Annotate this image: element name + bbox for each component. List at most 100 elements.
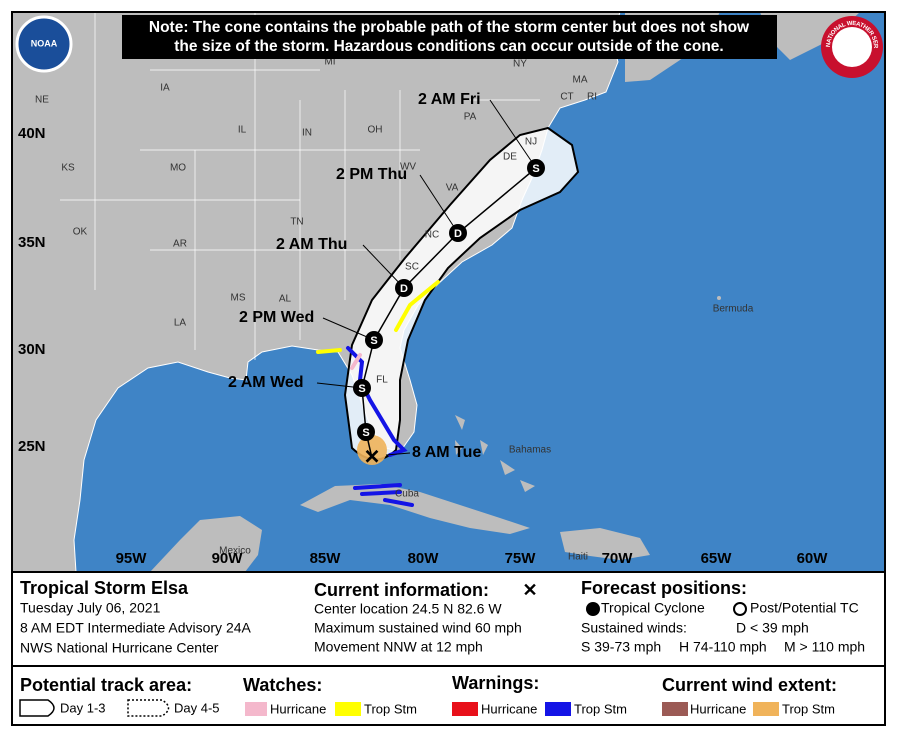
place-label: IA — [160, 83, 170, 94]
warning-hurricane: Hurricane — [481, 701, 537, 716]
wind-extent-storm — [357, 435, 387, 465]
hurricane-warning-swatch — [452, 702, 478, 716]
place-label: IL — [238, 125, 247, 136]
forecast-leader — [489, 99, 537, 169]
forecast-point — [449, 224, 467, 242]
forecast-point — [395, 279, 413, 297]
storm-office: NWS National Hurricane Center — [20, 640, 219, 656]
place-label: NY — [513, 59, 527, 70]
forecast-point — [527, 159, 545, 177]
current-line: Maximum sustained wind 60 mph — [314, 620, 522, 636]
bermuda-island — [717, 296, 721, 300]
place-label: DE — [503, 152, 517, 163]
forecast-point — [365, 331, 383, 349]
nws-logo-inner — [832, 27, 872, 67]
place-label: Mexico — [219, 546, 251, 557]
bahamas — [455, 415, 535, 492]
forecast-h: H 74-110 mph — [679, 639, 767, 655]
place-label: Haiti — [568, 552, 588, 563]
info-box — [11, 571, 886, 667]
place-label: LA — [174, 318, 187, 329]
place-label: CT — [560, 92, 573, 103]
storm-watch — [394, 280, 440, 332]
place-label: MI — [324, 57, 335, 68]
forecast-leader — [322, 317, 375, 341]
place-label: IN — [302, 128, 312, 139]
latitude-label: 30N — [18, 341, 46, 358]
forecast-symbol: S — [362, 427, 369, 439]
forecast-symbol: S — [532, 163, 539, 175]
forecast-point — [353, 379, 371, 397]
track-day13: Day 1-3 — [60, 700, 106, 715]
current-position: ✕ — [364, 446, 381, 468]
storm-watch-swatch — [335, 702, 361, 716]
day45-symbol — [127, 699, 170, 717]
forecast-time-label: 2 PM Thu — [336, 166, 407, 183]
place-label: Bahamas — [509, 445, 551, 456]
track-day45: Day 4-5 — [174, 700, 220, 715]
place-label: NE — [35, 95, 49, 106]
place-label: SC — [405, 262, 419, 273]
forecast-leader — [419, 174, 459, 234]
place-label: WV — [400, 162, 416, 173]
wind-storm: Trop Stm — [782, 701, 835, 716]
forecast-time-label: 2 AM Thu — [276, 236, 347, 253]
place-label: VA — [446, 183, 459, 194]
place-label: MS — [231, 293, 246, 304]
place-label: AR — [173, 239, 187, 250]
forecast-time-label: 2 AM Wed — [228, 374, 304, 391]
forecast-s: S 39-73 mph — [581, 639, 661, 655]
hurricane-watch-swatch — [245, 702, 267, 716]
forecast-point — [357, 423, 375, 441]
place-label: MA — [573, 75, 588, 86]
storm-wind-swatch — [753, 702, 779, 716]
warnings-heading: Warnings: — [452, 673, 539, 693]
forecast-heading: Forecast positions: — [581, 578, 747, 598]
storm-date: Tuesday July 06, 2021 — [20, 600, 161, 616]
place-label: FL — [376, 375, 388, 386]
place-label: Bermuda — [713, 304, 754, 315]
forecast-time-label: 2 AM Fri — [418, 91, 481, 108]
warning-storm: Trop Stm — [574, 701, 627, 716]
noaa-text: NOAA — [31, 38, 58, 48]
hurricane-wind-swatch — [662, 702, 688, 716]
storm-warning — [346, 346, 408, 457]
longitude-label: 70W — [602, 550, 634, 567]
post-symbol — [733, 602, 747, 616]
place-label: NC — [425, 230, 439, 241]
tropical-symbol — [586, 602, 600, 616]
warnings — [316, 280, 440, 507]
place-label: NJ — [525, 137, 537, 148]
hispaniola — [560, 528, 650, 560]
current-heading: Current information: — [314, 580, 489, 600]
forecast-post: Post/Potential TC — [750, 600, 859, 616]
current-line: Center location 24.5 N 82.6 W — [314, 601, 502, 617]
forecast-symbol: D — [454, 228, 462, 240]
place-label: RI — [587, 92, 597, 103]
forecast-leader — [362, 244, 405, 289]
latitude-label: 35N — [18, 234, 46, 251]
forecast-d: D < 39 mph — [736, 620, 809, 636]
longitude-label: 65W — [701, 550, 733, 567]
longitude-label: 90W — [212, 550, 244, 567]
current-time-label: 8 AM Tue — [412, 444, 481, 461]
longitude-label: 85W — [310, 550, 342, 567]
place-label: MO — [170, 163, 186, 174]
forecast-m: M > 110 mph — [784, 639, 865, 655]
current-line: Movement NNW at 12 mph — [314, 639, 483, 655]
place-label: TN — [290, 217, 303, 228]
forecast-symbol: S — [370, 335, 377, 347]
place-label: KS — [61, 163, 75, 174]
hurricane-watch — [350, 353, 362, 370]
place-label: AL — [279, 294, 292, 305]
info-panel: Tropical Storm Elsa Tuesday July 06, 202… — [11, 571, 886, 726]
storm-warning-cuba — [353, 483, 414, 507]
state-borders — [60, 12, 540, 360]
storm-title: Tropical Storm Elsa — [20, 578, 189, 598]
watch-storm: Trop Stm — [364, 701, 417, 716]
noaa-logo — [15, 15, 73, 73]
place-label: PA — [464, 112, 477, 123]
note-box — [122, 15, 777, 59]
